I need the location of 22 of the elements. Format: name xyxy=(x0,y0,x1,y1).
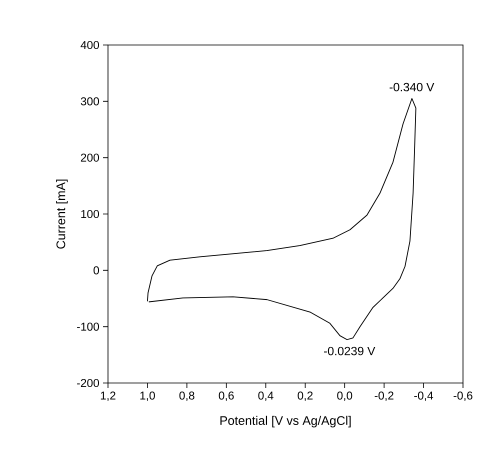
x-tick-label: -0,2 xyxy=(374,392,394,401)
x-tick-label: 0,6 xyxy=(218,392,234,401)
annotation: -0.340 V xyxy=(390,82,434,92)
y-tick-label: 100 xyxy=(81,210,100,218)
annotation: -0.0239 V xyxy=(324,346,376,356)
line-series xyxy=(146,98,416,340)
y-tick-label: 400 xyxy=(80,40,100,50)
y-tick-label: -200 xyxy=(77,378,100,388)
y-tick-label: -100 xyxy=(77,322,100,331)
y-tick-label: 0 xyxy=(94,266,100,274)
y-tick-label: 200 xyxy=(80,154,100,162)
x-tick-label: 0,4 xyxy=(258,392,274,401)
x-tick-label: 1,2 xyxy=(100,392,116,401)
x-tick-label: 0,8 xyxy=(179,392,194,401)
x-tick-label: 0,2 xyxy=(298,392,313,401)
x-tick-label: -0,6 xyxy=(454,392,472,401)
x-tick-label: 1,0 xyxy=(140,392,155,401)
x-tick-label: 0,0 xyxy=(337,392,352,401)
y-axis-title: Current [mA] xyxy=(56,180,68,249)
x-tick-label: -0,4 xyxy=(414,392,434,401)
y-tick-label: 300 xyxy=(80,97,100,106)
x-axis-title: Potential [V vs Ag/AgCl] xyxy=(220,416,351,428)
